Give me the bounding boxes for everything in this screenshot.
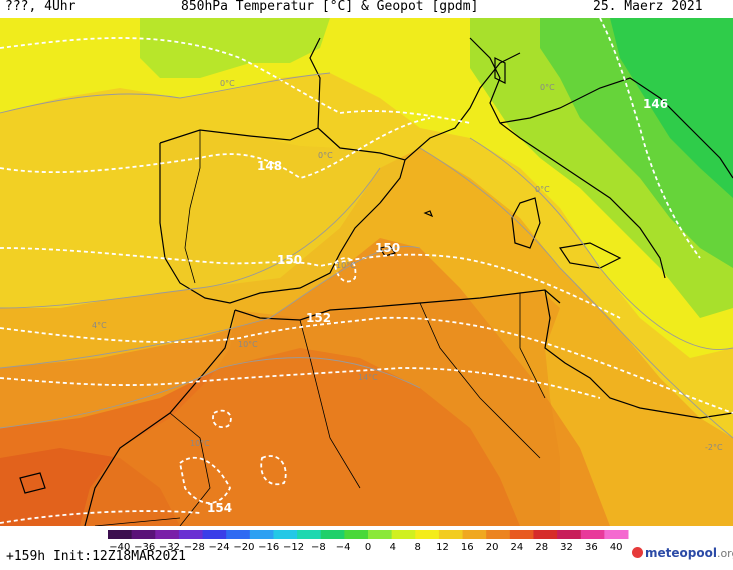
colorbar-tick-label: 12	[436, 542, 449, 553]
isotherm-label-0c-d: 0°C	[540, 83, 555, 92]
temp-field-red-sw	[0, 448, 180, 526]
colorbar-segments	[108, 530, 629, 539]
temp-field-green-ne	[140, 18, 330, 78]
colorbar-tick-label: −40	[109, 542, 130, 553]
isotherm-label-0c-c: 0°C	[535, 185, 550, 194]
isotherm-label-10c-b: 10°C	[238, 340, 258, 349]
colorbar-segment	[438, 530, 464, 539]
map-labels: 146 148 150 150 152 154 0°C 0°C 0°C 0°C …	[92, 79, 723, 515]
colorbar-segment	[344, 530, 369, 539]
isotherm-label-0c-a: 0°C	[220, 79, 235, 88]
colorbar-segment	[249, 530, 274, 539]
colorbar-ticks: −40 −36 −32 −28 −24 −20 −16 −12 −8 −4 0 4 8 12 16 20 24 2…	[109, 542, 622, 553]
isotherm-contours	[0, 72, 733, 439]
colorbar-tick-label: −28	[184, 542, 205, 553]
logo-tld: .org	[716, 547, 733, 560]
colorbar-tick-label: −4	[336, 542, 351, 553]
colorbar-tick-label: 36	[585, 542, 598, 553]
map-title: 850hPa Temperatur [°C] & Geopot [gpdm]	[181, 0, 479, 14]
colorbar-segment	[155, 530, 180, 539]
isotherm-label-10c-a: 10°C	[336, 261, 356, 270]
geopotential-isolines	[0, 18, 733, 524]
coastlines	[19, 37, 733, 526]
colorbar-tick-label: −8	[311, 542, 326, 553]
colorbar-tick-label: 40	[610, 542, 623, 553]
country-borders	[94, 130, 546, 526]
colorbar-segment	[462, 530, 487, 539]
colorbar-tick-label: 24	[511, 542, 524, 553]
forecast-date: 25. Maerz 2021	[593, 0, 703, 14]
isotherm-label-minus2c: -2°C	[705, 443, 723, 452]
colorbar-tick-label: −20	[233, 542, 254, 553]
colorbar-segment	[273, 530, 298, 539]
colorbar-tick-label: −12	[283, 542, 304, 553]
geopot-label-154: 154	[207, 501, 232, 515]
geopot-label-148: 148	[257, 159, 282, 173]
logo-dot-icon	[632, 547, 643, 558]
isotherm-label-10c-c: 10°C	[190, 439, 210, 448]
colorbar-segment	[557, 530, 582, 539]
geopot-label-152: 152	[306, 311, 331, 325]
colorbar-segment	[391, 530, 416, 539]
colorbar-segment	[486, 530, 511, 539]
temperature-legend: −40 −36 −32 −28 −24 −20 −16 −12 −8 −4 0 4 8 12 16 20 24 2…	[0, 526, 733, 566]
colorbar-segment	[604, 530, 629, 539]
colorbar-tick-label: 28	[535, 542, 548, 553]
colorbar-tick-label: −32	[159, 542, 180, 553]
colorbar-segment	[202, 530, 227, 539]
forecast-run-label: +159h Init:12Z18MAR2021	[6, 549, 187, 564]
geopot-label-150-west: 150	[277, 253, 302, 267]
colorbar-segment	[368, 530, 393, 539]
colorbar-tick-label: −36	[134, 542, 155, 553]
colorbar-segment	[320, 530, 345, 539]
isotherm-label-14c: 14°C	[358, 373, 378, 382]
colorbar-tick-label: 4	[390, 542, 396, 553]
temp-field-green-darkest	[610, 18, 733, 198]
colorbar-segment	[580, 530, 605, 539]
colorbar-tick-label: 32	[560, 542, 573, 553]
geopot-label-146: 146	[643, 97, 668, 111]
colorbar-tick-label: 0	[365, 542, 371, 553]
temperature-map: 146 148 150 150 152 154 0°C 0°C 0°C 0°C …	[0, 18, 733, 526]
colorbar-tick-label: 20	[486, 542, 499, 553]
header-bar: ???, 4Uhr 850hPa Temperatur [°C] & Geopo…	[0, 0, 733, 18]
colorbar-segment	[415, 530, 440, 539]
isotherm-label-0c-b: 0°C	[318, 151, 333, 160]
geopot-label-150-east: 150	[375, 241, 400, 255]
colorbar-segment	[178, 530, 204, 539]
colorbar-tick-label: −24	[209, 542, 230, 553]
colorbar-segment	[226, 530, 251, 539]
forecast-time-label: ???, 4Uhr	[5, 0, 76, 14]
colorbar-segment	[533, 530, 558, 539]
colorbar-tick-label: −16	[258, 542, 279, 553]
colorbar-segment	[509, 530, 534, 539]
meteopool-logo[interactable]: meteopool.org	[632, 546, 733, 560]
colorbar-tick-label: 16	[461, 542, 474, 553]
logo-text: meteopool	[645, 546, 717, 560]
colorbar-segment	[131, 530, 156, 539]
legend-colorbar: −40 −36 −32 −28 −24 −20 −16 −12 −8 −4 0 4 8 12 16 20 24 2…	[108, 530, 629, 553]
iberia-landmass	[160, 130, 405, 303]
north-africa-landmass	[80, 290, 560, 526]
colorbar-segment	[108, 530, 133, 539]
colorbar-tick-label: 8	[414, 542, 420, 553]
isotherm-label-4c: 4°C	[92, 321, 107, 330]
colorbar-segment	[297, 530, 322, 539]
